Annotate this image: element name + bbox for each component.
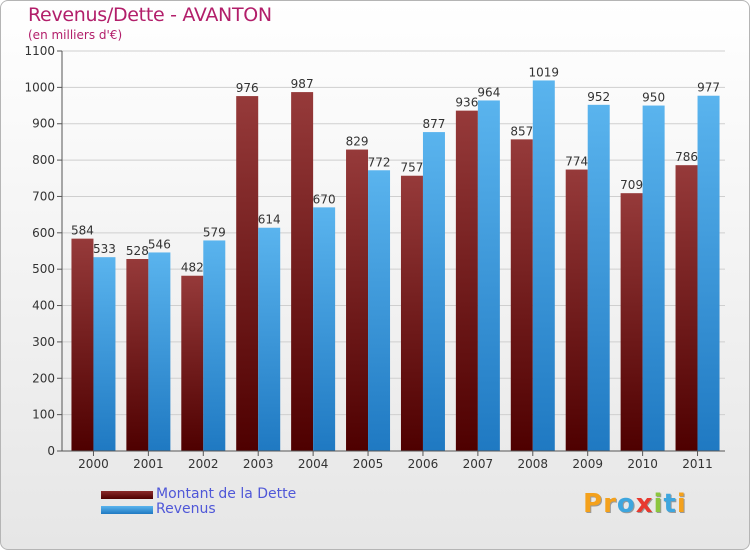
- x-tick-label: 2010: [627, 457, 658, 471]
- data-label-revenus: 964: [477, 85, 500, 99]
- logo-letter: P: [583, 489, 604, 519]
- data-label-dette: 857: [510, 124, 533, 138]
- x-tick-label: 2002: [188, 457, 219, 471]
- bar-revenus: [697, 95, 720, 452]
- data-label-revenus: 614: [258, 213, 281, 227]
- data-label-revenus: 579: [203, 225, 226, 239]
- logo-letter: r: [603, 489, 617, 519]
- data-label-dette: 976: [236, 81, 259, 95]
- data-label-revenus: 952: [587, 90, 610, 104]
- data-label-dette: 482: [181, 261, 204, 275]
- data-label-dette: 584: [71, 224, 94, 238]
- bar-revenus: [93, 257, 116, 451]
- chart-subtitle: (en milliers d'€): [28, 28, 123, 42]
- y-tick-label: 1000: [24, 80, 55, 94]
- data-label-revenus: 772: [368, 155, 391, 169]
- data-label-dette: 936: [455, 96, 478, 110]
- data-label-revenus: 950: [642, 91, 665, 105]
- y-tick-label: 100: [32, 408, 55, 422]
- bar-dette: [675, 165, 698, 451]
- bar-revenus: [148, 252, 171, 451]
- data-label-revenus: 670: [313, 192, 336, 206]
- data-label-revenus: 977: [697, 81, 720, 95]
- logo-letter: x: [635, 489, 654, 519]
- bar-revenus: [203, 240, 226, 451]
- x-tick-label: 2011: [682, 457, 713, 471]
- legend-label-dette: Montant de la Dette: [156, 486, 297, 502]
- x-tick-label: 2009: [572, 457, 603, 471]
- bar-revenus: [313, 207, 336, 451]
- data-label-dette: 709: [620, 178, 643, 192]
- bar-dette: [510, 139, 533, 451]
- y-tick-label: 500: [32, 262, 55, 276]
- data-label-dette: 757: [401, 161, 424, 175]
- logo-letter: o: [616, 489, 636, 519]
- bar-dette: [236, 96, 259, 451]
- data-label-dette: 528: [126, 244, 149, 258]
- legend-swatch-dette: [101, 491, 153, 499]
- legend-swatch-revenus: [101, 506, 153, 514]
- y-tick-label: 600: [32, 226, 55, 240]
- bar-dette: [565, 169, 588, 451]
- bar-revenus: [642, 105, 665, 451]
- proxiti-logo: Proxiti: [583, 489, 687, 519]
- y-tick-label: 300: [32, 335, 55, 349]
- bar-revenus: [368, 170, 391, 452]
- bar-dette: [455, 110, 478, 452]
- bar-revenus: [258, 227, 281, 451]
- logo-letter: i: [676, 489, 687, 519]
- bar-dette: [620, 193, 643, 451]
- y-tick-label: 900: [32, 117, 55, 131]
- data-label-revenus: 546: [148, 237, 171, 251]
- logo-letter: i: [653, 489, 664, 519]
- x-tick-label: 2000: [78, 457, 109, 471]
- data-label-dette: 786: [675, 150, 698, 164]
- x-tick-label: 2008: [518, 457, 549, 471]
- bar-dette: [71, 238, 94, 451]
- x-tick-label: 2004: [298, 457, 329, 471]
- bar-dette: [400, 175, 423, 451]
- y-tick-label: 400: [32, 299, 55, 313]
- chart-title: Revenus/Dette - AVANTON: [28, 4, 272, 26]
- logo-letter: t: [663, 489, 677, 519]
- x-tick-label: 2005: [353, 457, 384, 471]
- y-tick-label: 800: [32, 153, 55, 167]
- legend-label-revenus: Revenus: [156, 501, 216, 517]
- y-tick-label: 1100: [24, 44, 55, 58]
- y-tick-label: 700: [32, 189, 55, 203]
- bar-revenus: [477, 100, 500, 452]
- bar-revenus: [532, 80, 555, 452]
- x-tick-label: 2003: [243, 457, 274, 471]
- bar-revenus: [587, 104, 610, 452]
- bar-dette: [291, 92, 314, 451]
- y-tick-label: 0: [47, 444, 55, 458]
- data-label-revenus: 533: [93, 242, 116, 256]
- x-tick-label: 2006: [408, 457, 439, 471]
- bar-dette: [181, 275, 204, 451]
- x-tick-label: 2001: [133, 457, 164, 471]
- y-tick-label: 200: [32, 371, 55, 385]
- x-tick-label: 2007: [463, 457, 494, 471]
- bar-dette: [346, 149, 369, 451]
- data-label-dette: 987: [291, 77, 314, 91]
- data-label-dette: 829: [346, 135, 369, 149]
- data-label-revenus: 1019: [529, 65, 560, 79]
- data-label-revenus: 877: [423, 117, 446, 131]
- bar-revenus: [422, 132, 445, 451]
- bar-dette: [126, 259, 149, 451]
- data-label-dette: 774: [565, 155, 588, 169]
